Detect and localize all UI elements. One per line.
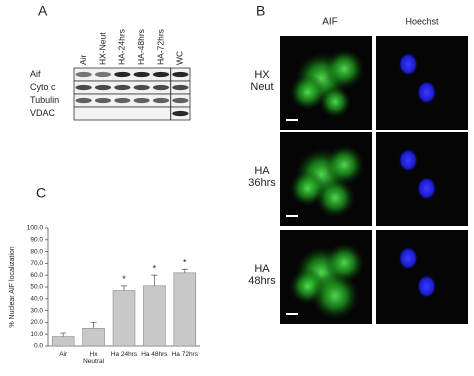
y-tick-label: 60.0 [30,272,43,279]
row-label: HA 36hrs [248,165,276,190]
row-label: HA 48hrs [248,263,276,288]
significance-marker: * [183,258,187,268]
y-tick-label: 30.0 [30,307,43,314]
row-label: HX Neut [250,69,274,94]
panel-label: B [256,3,265,19]
row-label: Tubulin [30,95,59,105]
y-axis-title: % Nuclear AIF localization [9,246,16,327]
blot-band [172,97,189,104]
y-tick-label: 50.0 [30,284,43,291]
x-tick-label: Ha 24hrs [110,351,138,358]
blot-band [75,84,92,91]
blot-band [94,71,112,78]
lane-label: WC [175,51,185,65]
lane-label: Air [78,54,88,65]
aif-signal [315,177,356,218]
panel-label: C [36,185,46,201]
blot-band [133,97,150,104]
y-tick-label: 10.0 [30,331,43,338]
blot-band [114,84,131,91]
blot-band [94,97,112,104]
error-bar [90,322,97,329]
y-tick-label: 90.0 [30,237,43,244]
blot-band [114,71,131,78]
blot-band [133,84,150,91]
blot-band [152,84,170,91]
aif-signal [319,85,352,118]
blot-band [172,110,189,117]
significance-marker: * [122,274,126,284]
blot-band [75,71,92,78]
blot-band [152,71,170,78]
y-tick-label: 100.0 [27,225,44,232]
lane-label: HA-24hrs [117,29,127,65]
error-bar [151,274,158,286]
nucleus [416,176,437,201]
error-bar [121,285,127,291]
x-tick-label: Ha 48hrs [141,351,168,358]
row-label: Cyto c [30,82,56,92]
x-tick-label: Air [59,351,68,358]
bar [82,327,105,347]
y-tick-label: 70.0 [30,260,43,267]
error-bar [60,332,67,337]
y-tick-label: 0.0 [34,343,43,350]
aif-signal [324,144,365,185]
blot-band [114,97,131,104]
bar [143,285,166,347]
aif-signal [324,48,365,89]
column-header: Hoechst [405,16,439,26]
blot-band [172,84,189,91]
blot-band [75,97,92,104]
aif-signal [311,271,360,320]
lane-label: HX-Neut [97,32,107,65]
nucleus [416,80,437,105]
x-tick-label: Hx Neutral [83,351,105,366]
error-bar [181,268,188,273]
lane-label: HA-72hrs [155,29,165,65]
nucleus [398,148,419,173]
panel-label: A [38,3,48,19]
bar [51,336,75,347]
nucleus [398,246,419,271]
nucleus [416,274,437,299]
aif-signal [289,74,326,111]
blot-band [133,71,150,78]
bar [112,290,136,347]
bar [173,272,197,347]
y-tick-label: 80.0 [30,248,43,255]
blot-band [172,71,189,78]
significance-marker: * [153,264,157,274]
blot-strip [73,106,191,121]
blot-band [94,84,112,91]
nucleus [398,52,419,77]
x-tick-label: Ha 72hrs [171,351,198,358]
column-header: AIF [322,17,338,28]
y-tick-label: 20.0 [30,319,43,326]
y-tick-label: 40.0 [30,296,43,303]
row-label: VDAC [30,108,56,118]
blot-band [152,97,170,104]
row-label: Aif [30,69,41,79]
lane-label: HA-48hrs [136,29,146,65]
